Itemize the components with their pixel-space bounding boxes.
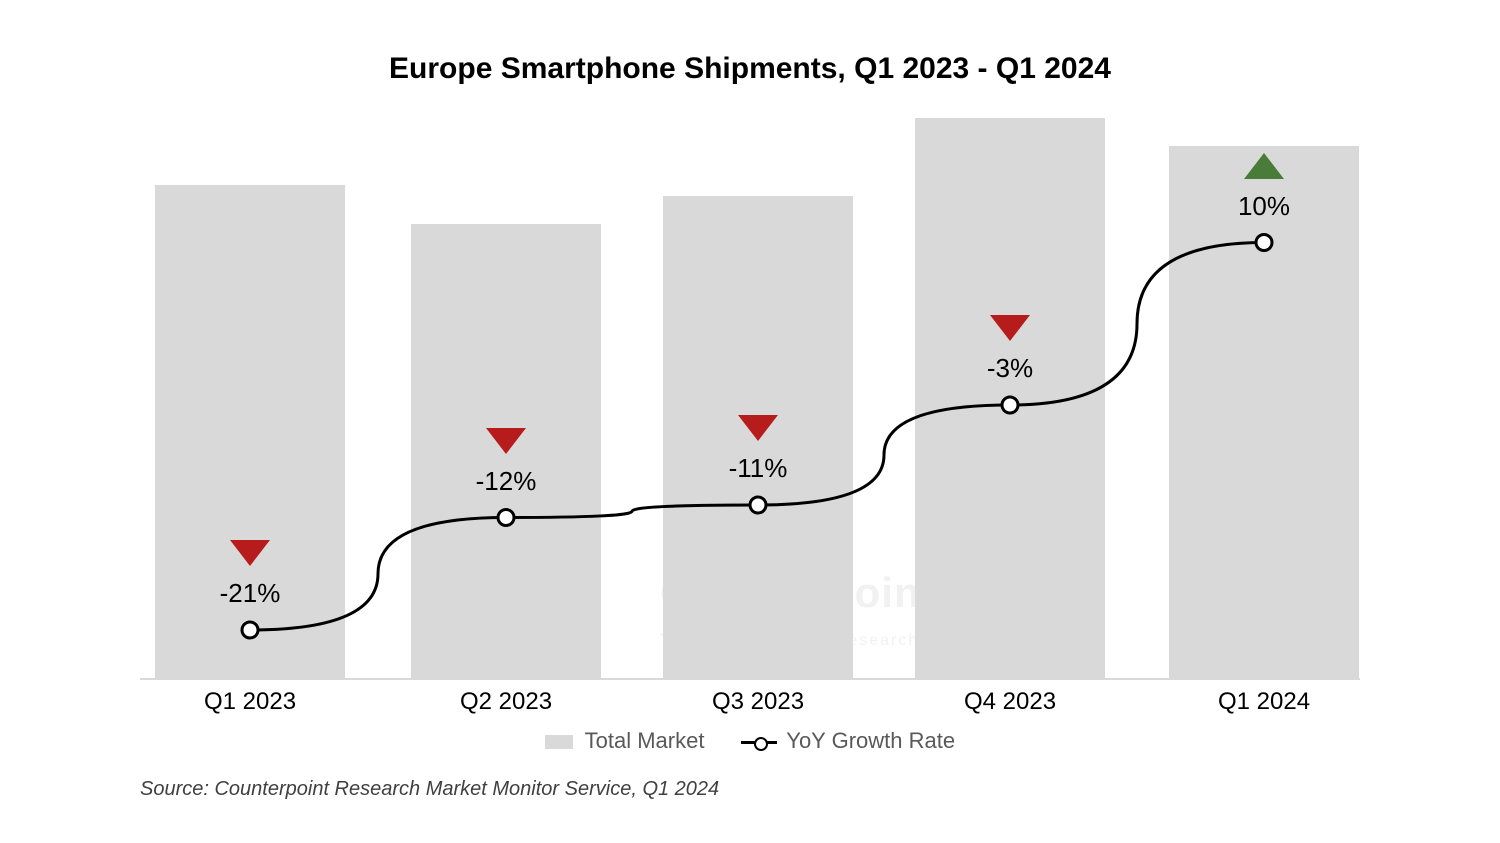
legend: Total Market YoY Growth Rate [0,728,1500,754]
x-axis-label: Q1 2023 [204,688,296,716]
legend-swatch-line [741,735,777,749]
chart-title: Europe Smartphone Shipments, Q1 2023 - Q… [0,52,1500,86]
line-marker [1256,235,1272,251]
line-marker [498,510,514,526]
triangle-down-icon [230,540,270,566]
triangle-down-icon [990,315,1030,341]
growth-value-label: -21% [220,578,281,609]
plot-area: Counterpoint Technology Market Research [140,120,1360,680]
triangle-down-icon [486,428,526,454]
growth-value-label: -11% [729,453,788,484]
line-marker [242,622,258,638]
growth-value-label: 10% [1238,191,1290,222]
legend-swatch-bar [545,735,573,749]
source-text: Source: Counterpoint Research Market Mon… [140,778,719,801]
x-axis-label: Q4 2023 [964,688,1056,716]
x-axis-label: Q3 2023 [712,688,804,716]
x-axis-label: Q2 2023 [460,688,552,716]
triangle-up-icon [1244,153,1284,179]
line-marker [750,497,766,513]
line-marker [1002,397,1018,413]
growth-value-label: -3% [987,353,1033,384]
triangle-down-icon [738,415,778,441]
chart-container: Europe Smartphone Shipments, Q1 2023 - Q… [0,0,1500,843]
x-axis-label: Q1 2024 [1218,688,1310,716]
legend-label-line: YoY Growth Rate [786,728,955,753]
growth-value-label: -12% [476,466,537,497]
growth-line [140,120,1360,680]
legend-label-bar: Total Market [585,728,705,753]
